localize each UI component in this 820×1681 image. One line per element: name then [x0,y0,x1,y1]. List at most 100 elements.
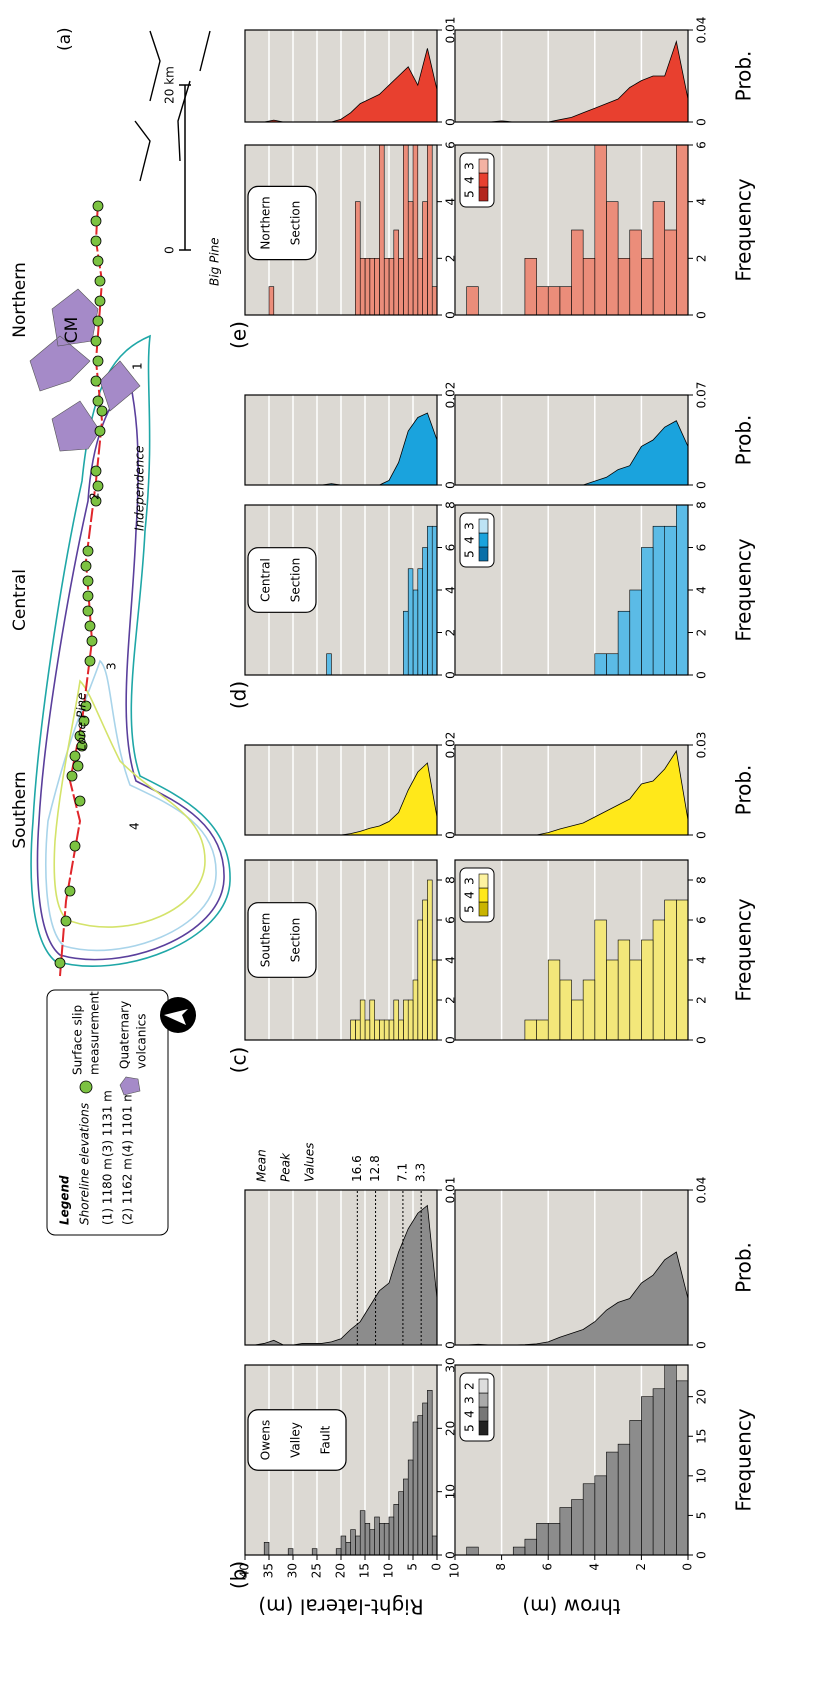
plot-frame [244,859,438,1041]
x-tick-label: 2 [444,996,458,1004]
annotation-title: Peak [279,1152,293,1182]
slip-site [90,215,102,227]
bar [547,1523,561,1556]
x-tick-label: 5 [695,1512,709,1520]
slip-site [84,655,96,667]
slip-site [80,560,92,572]
x-tick-label: 6 [695,916,709,924]
legend-volcanics-icon [119,1076,141,1096]
plot-frame [244,1364,438,1556]
bar [355,201,361,316]
x-tick-label: 0 [444,311,458,319]
slip-site [92,355,104,367]
bar [379,144,385,316]
bar [403,999,409,1041]
legend-box [46,989,169,1236]
bar [268,286,275,316]
y-tick-label: 10 [382,1563,396,1578]
bar [422,899,428,1041]
bar [427,879,433,1041]
bar [652,1388,665,1556]
x-tick-label: 0 [695,831,709,839]
bar [617,1443,631,1556]
x-tick-label: 0.02 [444,732,458,759]
x-tick-label: 0 [695,671,709,679]
bar [407,1459,414,1556]
bar [422,201,428,316]
quality-legend-swatch [478,1378,489,1394]
bar [417,1415,423,1556]
slip-site [92,255,104,267]
bar [398,258,404,316]
slip-site [82,545,94,557]
bar [582,1483,596,1556]
bar [350,1019,356,1041]
bar [335,1548,342,1556]
bar [417,568,423,676]
bar [641,1396,654,1556]
slip-site [90,375,102,387]
section-title: Northern [259,196,273,249]
quality-legend-label: 4 [463,1410,477,1418]
quality-legend-swatch [478,186,489,202]
x-tick-label: 4 [444,586,458,594]
slip-site [74,795,86,807]
bar [629,959,642,1041]
annotation-title: Mean [255,1149,269,1182]
x-tick-label: 10 [444,1484,458,1499]
bar [364,258,371,316]
shoreline-label: 1 [131,362,145,370]
quality-legend-swatch [478,887,489,903]
bar [524,1019,537,1041]
bar [571,229,584,316]
x-axis-label: Frequency [732,1408,756,1511]
bar [412,144,419,316]
section-title-box [247,547,317,613]
quality-legend-label: 5 [463,1424,477,1432]
mean-peak-label: 16.6 [350,1155,364,1182]
bar [431,959,438,1041]
bar [431,286,438,316]
bar [664,525,677,676]
bar [571,999,584,1041]
y-tick-label: 10 [448,1563,462,1578]
quality-legend-label: 3 [463,162,477,170]
y-axis-label: throw (m) [522,1595,620,1619]
bar [629,1420,642,1556]
bar [403,610,409,676]
x-tick-label: 0 [444,1341,458,1349]
section-title: Valley [289,1422,303,1458]
y-tick-label: 4 [587,1563,601,1571]
x-tick-label: 0.07 [695,382,709,409]
x-axis-label: Frequency [732,538,756,641]
x-tick-label: 4 [695,956,709,964]
quality-legend-swatch [478,532,489,548]
bar [617,258,631,316]
slip-site [92,315,104,327]
x-axis-label: Frequency [732,178,756,281]
section-title: Fault [319,1425,333,1454]
x-tick-label: 0 [695,481,709,489]
x-axis-label: Prob. [732,765,756,816]
bar [641,258,654,316]
section-label: (b) [227,1561,251,1589]
legend-slip: Surface slip [71,1005,85,1075]
mean-peak-label: 3.3 [414,1163,428,1182]
x-tick-label: 0 [444,481,458,489]
x-tick-label: 4 [444,956,458,964]
legend-slip: measurement [88,991,102,1075]
plot-area [455,395,688,485]
x-tick-label: 0.04 [695,1177,709,1204]
bar [369,1529,375,1556]
quality-legend-swatch [478,901,489,917]
x-tick-label: 6 [444,544,458,552]
x-tick-label: 0 [444,1036,458,1044]
bar [559,1507,572,1556]
quality-legend-label: 3 [463,522,477,530]
slip-site [72,760,84,772]
y-tick-label: 40 [238,1563,252,1578]
x-tick-label: 0 [695,118,709,126]
legend-item: (1) 1180 m [101,1158,115,1225]
section-title: Central [259,558,273,602]
bar [536,1019,549,1041]
